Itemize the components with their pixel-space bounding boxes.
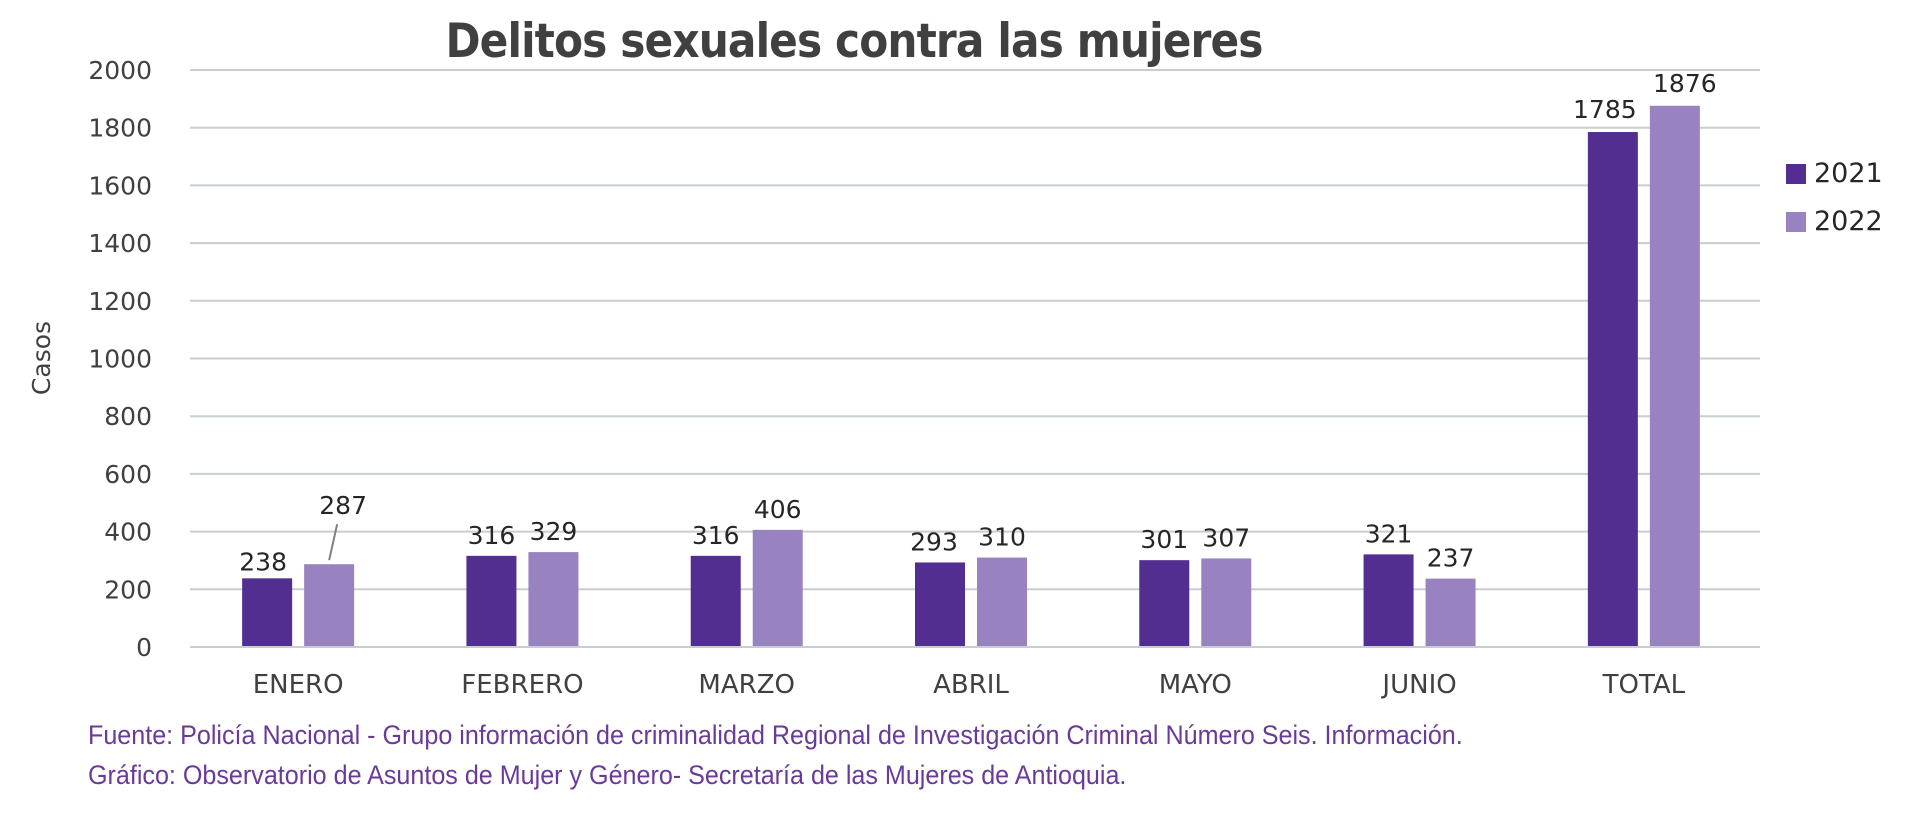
y-tick-label: 1400 xyxy=(88,229,152,258)
data-label-2021-mayo: 301 xyxy=(1140,525,1188,554)
data-label-2021-junio: 321 xyxy=(1365,519,1413,548)
x-tick-label: FEBRERO xyxy=(461,670,583,700)
data-label-2022-enero: 287 xyxy=(319,491,367,520)
bar-2022-febrero xyxy=(528,552,579,647)
x-tick-label: MARZO xyxy=(698,670,795,700)
bar-2022-enero xyxy=(304,564,355,647)
data-label-2021-total: 1785 xyxy=(1573,95,1637,124)
y-tick-label: 400 xyxy=(104,518,152,547)
y-tick-label: 1000 xyxy=(88,345,152,374)
x-tick-label: ENERO xyxy=(253,670,344,700)
y-tick-label: 1800 xyxy=(88,114,152,143)
data-label-2022-febrero: 329 xyxy=(530,517,578,546)
data-label-2022-junio: 237 xyxy=(1427,544,1475,573)
y-tick-label: 200 xyxy=(104,575,152,604)
bar-2022-total xyxy=(1649,105,1700,648)
bar-2022-junio xyxy=(1425,578,1476,647)
bar-2021-febrero xyxy=(466,555,517,647)
y-tick-label: 600 xyxy=(104,460,152,489)
legend-label-2021: 2021 xyxy=(1814,158,1883,189)
x-axis: ENERO FEBRERO MARZO ABRIL MAYO JUNIO TOTAL xyxy=(190,646,1760,700)
legend: 2021 2022 xyxy=(1786,158,1883,237)
data-label-2021-enero: 238 xyxy=(239,547,287,576)
y-tick-label: 1600 xyxy=(88,171,152,200)
y-tick-label: 800 xyxy=(104,402,152,431)
legend-swatch-2022 xyxy=(1786,212,1806,232)
data-label-2021-abril: 293 xyxy=(910,527,958,556)
y-tick-label: 0 xyxy=(136,633,152,662)
x-tick-label: MAYO xyxy=(1159,670,1232,700)
legend-label-2022: 2022 xyxy=(1814,206,1883,237)
data-label-2021-febrero: 316 xyxy=(468,521,516,550)
data-label-2022-mayo: 307 xyxy=(1202,523,1250,552)
x-tick-label: JUNIO xyxy=(1380,670,1456,700)
chart-title: Delitos sexuales contra las mujeres xyxy=(445,14,1263,69)
bar-chart: 0 200 400 600 800 1000 1200 1400 1600 1800 2000 23… xyxy=(27,56,1883,700)
data-label-2021-marzo: 316 xyxy=(692,521,740,550)
y-axis-label: Casos xyxy=(27,321,56,395)
x-tick-label: ABRIL xyxy=(933,670,1009,700)
data-label-2022-total: 1876 xyxy=(1653,69,1717,98)
bar-2021-mayo xyxy=(1139,560,1190,647)
bar-2022-marzo xyxy=(752,529,803,647)
bar-2021-total xyxy=(1587,132,1638,648)
bar-2021-marzo xyxy=(690,555,741,647)
source-note: Fuente: Policía Nacional - Grupo informa… xyxy=(88,720,1463,750)
leader-line xyxy=(328,523,339,561)
bar-2022-abril xyxy=(977,557,1027,647)
gridlines xyxy=(190,69,1760,648)
data-label-2022-abril: 310 xyxy=(978,523,1026,552)
credit-note: Gráfico: Observatorio de Asuntos de Muje… xyxy=(88,760,1127,790)
bar-2021-abril xyxy=(915,562,965,647)
data-labels: 238 287 316 329 316 406 293 310 301 307 321 237 1785… xyxy=(239,69,1716,577)
legend-swatch-2021 xyxy=(1786,164,1806,184)
y-tick-label: 1200 xyxy=(88,287,152,316)
bar-2021-junio xyxy=(1363,554,1414,647)
x-tick-label: TOTAL xyxy=(1602,670,1686,700)
data-label-2022-marzo: 406 xyxy=(754,495,802,524)
bars xyxy=(242,105,1700,648)
bar-2021-enero xyxy=(242,578,293,647)
y-tick-label: 2000 xyxy=(88,56,152,85)
y-axis: 0 200 400 600 800 1000 1200 1400 1600 1800 2000 xyxy=(88,56,152,662)
bar-2022-mayo xyxy=(1201,558,1252,647)
